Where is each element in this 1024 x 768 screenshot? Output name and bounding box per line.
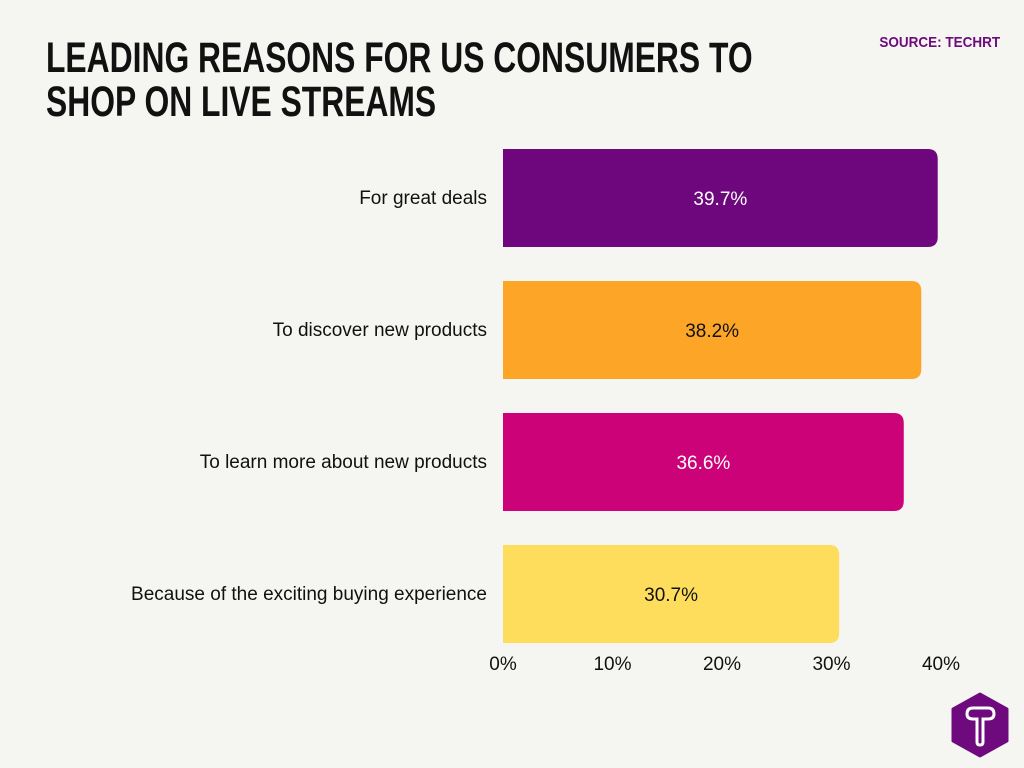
techrt-logo: [951, 692, 1009, 758]
category-label: To discover new products: [273, 320, 487, 341]
chart-title: LEADING REASONS FOR US CONSUMERS TO SHOP…: [46, 36, 753, 124]
bar: [503, 149, 938, 247]
x-tick-label: 40%: [922, 654, 960, 675]
source-label: SOURCE: TECHRT: [879, 34, 1000, 51]
data-label: 38.2%: [685, 321, 739, 342]
bar: [503, 413, 904, 511]
bar: [503, 281, 922, 379]
bar: [503, 545, 840, 643]
title-line-1: LEADING REASONS FOR US CONSUMERS TO: [46, 34, 753, 82]
category-label: To learn more about new products: [200, 452, 487, 473]
title-line-2: SHOP ON LIVE STREAMS: [46, 78, 437, 126]
x-tick-label: 10%: [593, 654, 631, 675]
x-tick-label: 20%: [703, 654, 741, 675]
data-label: 39.7%: [693, 189, 747, 210]
x-tick-label: 0%: [489, 654, 517, 675]
category-label: Because of the exciting buying experienc…: [131, 584, 487, 605]
category-label: For great deals: [359, 188, 487, 209]
x-tick-label: 30%: [812, 654, 850, 675]
data-label: 36.6%: [676, 453, 730, 474]
data-label: 30.7%: [644, 585, 698, 606]
